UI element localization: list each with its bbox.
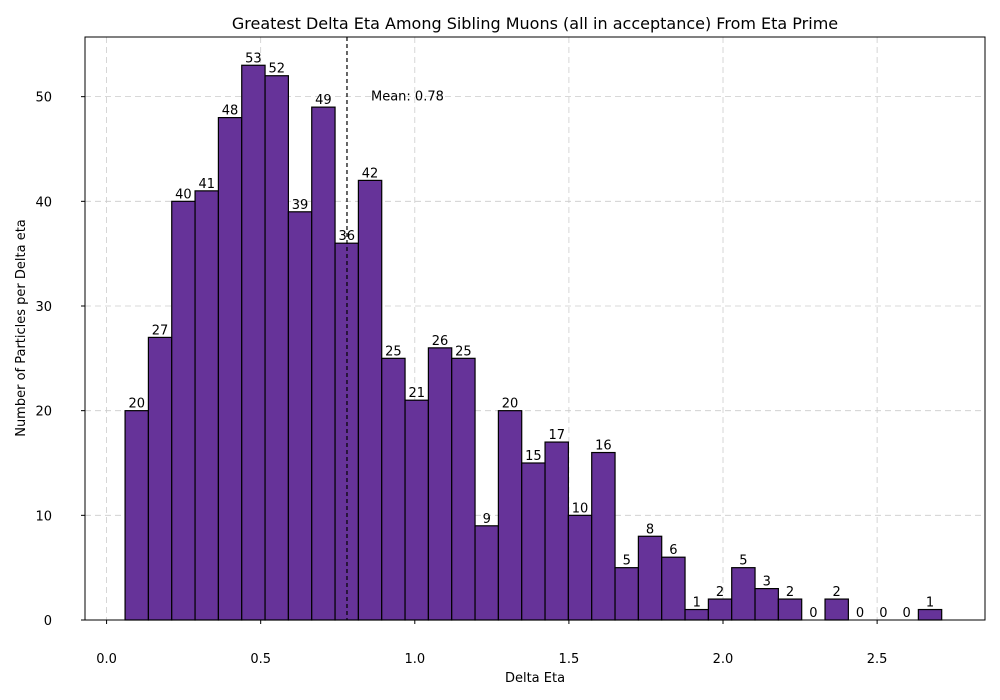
bar-value-label: 2 <box>833 585 841 600</box>
histogram-bar <box>707 598 733 621</box>
y-tick-label: 20 <box>35 405 52 420</box>
x-axis-label: Delta Eta <box>505 671 565 686</box>
histogram-bar <box>124 410 150 621</box>
bar-value-label: 15 <box>525 449 542 464</box>
bar-value-label: 3 <box>763 575 771 590</box>
histogram-bar <box>684 608 709 621</box>
bar-value-label: 0 <box>856 606 864 621</box>
histogram-bar <box>264 75 289 621</box>
bar-value-label: 53 <box>245 51 262 66</box>
x-axis-ticks: 0.0 0.5 1.0 1.5 2.0 2.5 <box>96 620 887 667</box>
histogram-bar <box>194 190 219 621</box>
y-tick-label: 10 <box>35 509 52 524</box>
y-tick-label: 50 <box>35 91 52 106</box>
histogram-bar <box>357 179 383 621</box>
histogram-bar <box>474 525 499 621</box>
x-tick-label: 2.5 <box>867 652 888 667</box>
histogram-bar <box>311 106 336 621</box>
bar-value-label: 0 <box>903 606 911 621</box>
bar-value-label: 1 <box>693 596 701 611</box>
histogram-bar <box>567 514 593 621</box>
bar-value-label: 10 <box>572 501 589 516</box>
x-tick-label: 1.5 <box>559 652 580 667</box>
histogram-bar <box>497 410 523 621</box>
histogram-bar <box>171 200 196 621</box>
plot-frame <box>84 36 986 621</box>
bar-value-label: 40 <box>175 187 192 202</box>
x-tick-label: 1.0 <box>404 652 425 667</box>
bar-value-label: 0 <box>879 606 887 621</box>
bar-value-label: 0 <box>809 606 817 621</box>
bar-value-label: 20 <box>502 397 519 412</box>
chart-title: Greatest Delta Eta Among Sibling Muons (… <box>232 14 838 33</box>
histogram-bar <box>917 608 943 621</box>
bar-value-label: 26 <box>432 334 449 349</box>
bar-value-label: 17 <box>548 428 565 443</box>
bar-value-label: 39 <box>292 198 309 213</box>
data-label-layer: 2027404148535239493642252126259201517101… <box>128 51 934 621</box>
bar-value-label: 42 <box>362 166 379 181</box>
bar-value-label: 25 <box>385 344 402 359</box>
x-tick-label: 0.5 <box>250 652 271 667</box>
histogram-bar <box>147 336 173 621</box>
histogram-bar <box>427 347 453 621</box>
x-tick-label: 0.0 <box>96 652 117 667</box>
bar-value-label: 27 <box>152 323 169 338</box>
histogram-bar <box>754 587 779 621</box>
y-tick-label: 0 <box>44 614 52 629</box>
bar-value-label: 20 <box>128 397 145 412</box>
histogram-bar <box>217 116 243 621</box>
histogram-bar <box>637 535 663 621</box>
histogram-bar <box>404 399 429 621</box>
y-axis-ticks: 0 10 20 30 40 50 <box>35 91 85 629</box>
bar-value-label: 41 <box>198 177 215 192</box>
bar-value-label: 25 <box>455 344 472 359</box>
bar-layer <box>124 64 943 621</box>
histogram-bar <box>824 598 849 621</box>
bar-value-label: 48 <box>222 104 239 119</box>
bar-value-label: 6 <box>669 543 677 558</box>
bar-value-label: 5 <box>739 554 747 569</box>
histogram-bar <box>521 462 546 621</box>
bar-value-label: 8 <box>646 522 654 537</box>
histogram-bar <box>241 64 266 621</box>
mean-label: Mean: 0.78 <box>371 89 444 104</box>
bar-value-label: 52 <box>268 62 285 77</box>
y-tick-label: 30 <box>35 300 52 315</box>
bar-value-label: 2 <box>786 585 794 600</box>
y-tick-label: 40 <box>35 195 52 210</box>
histogram-bar <box>731 567 756 621</box>
bar-value-label: 49 <box>315 93 332 108</box>
bar-value-label: 21 <box>408 386 425 401</box>
bar-value-label: 9 <box>483 512 491 527</box>
histogram-bar <box>544 441 569 621</box>
histogram-bar <box>381 357 406 621</box>
histogram-bar <box>661 556 686 621</box>
histogram-bar <box>451 357 476 621</box>
bar-value-label: 5 <box>623 554 631 569</box>
histogram-bar <box>591 451 616 621</box>
annotation-layer: Mean: 0.78 <box>346 37 444 620</box>
histogram-bar <box>777 598 803 621</box>
bar-value-label: 16 <box>595 439 612 454</box>
x-tick-label: 2.0 <box>713 652 734 667</box>
y-axis-label: Number of Particles per Delta eta <box>14 219 29 437</box>
histogram-bar <box>287 211 313 621</box>
bar-value-label: 1 <box>926 596 934 611</box>
bar-value-label: 2 <box>716 585 724 600</box>
histogram-bar <box>614 567 639 621</box>
